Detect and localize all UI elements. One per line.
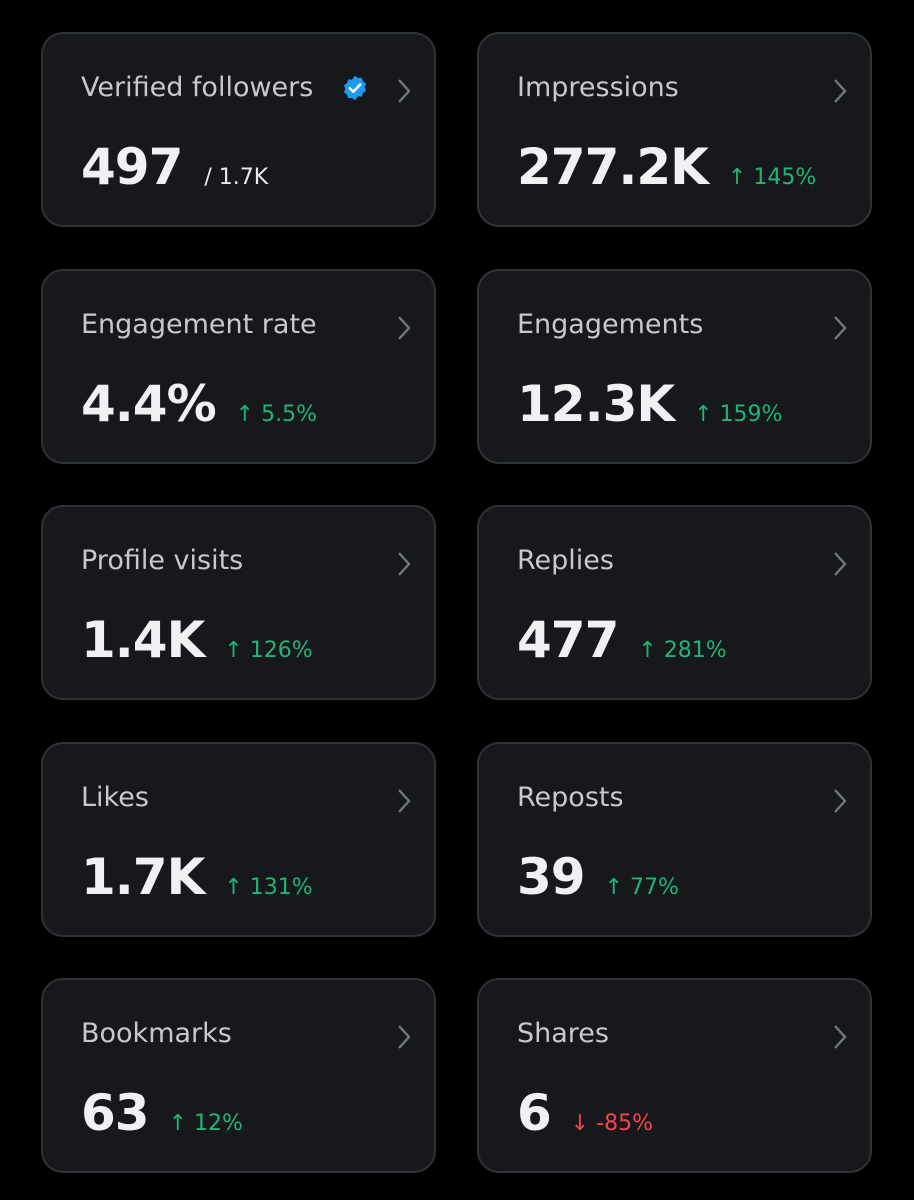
- metric-label: Profile visits: [81, 545, 244, 577]
- metric-total: / 1.7K: [204, 165, 269, 190]
- metric-row: 497 / 1.7K: [81, 138, 268, 196]
- metric-change: ↑ 145%: [727, 165, 817, 190]
- metric-value: 277.2K: [517, 138, 709, 196]
- metric-card[interactable]: Verified followers 497 / 1.7K: [41, 32, 436, 227]
- metric-value: 39: [517, 847, 586, 906]
- metric-label: Reposts: [517, 781, 624, 813]
- metric-change: ↓ -85%: [570, 1111, 654, 1137]
- metric-label: Likes: [81, 781, 149, 813]
- metric-card[interactable]: Likes 1.7K ↑ 131%: [41, 741, 436, 937]
- metric-card[interactable]: Bookmarks 63 ↑ 12%: [41, 978, 436, 1174]
- metric-change: ↑ 5.5%: [235, 401, 317, 427]
- metric-row: 12.3K ↑ 159%: [517, 375, 782, 433]
- verified-badge: [344, 75, 366, 101]
- metric-change: ↑ 126%: [224, 638, 313, 664]
- metric-label: Shares: [517, 1018, 609, 1050]
- metric-value: 497: [81, 138, 183, 196]
- metric-card[interactable]: Impressions 277.2K ↑ 145%: [477, 32, 872, 227]
- metric-change: ↑ 159%: [694, 401, 783, 427]
- metric-row: 1.4K ↑ 126%: [81, 611, 313, 669]
- metric-row: 63 ↑ 12%: [81, 1084, 243, 1142]
- metric-value: 63: [81, 1084, 150, 1143]
- metric-value: 6: [517, 1084, 552, 1143]
- metric-row: 4.4% ↑ 5.5%: [81, 375, 317, 433]
- metric-card[interactable]: Profile visits 1.4K ↑ 126%: [41, 505, 436, 701]
- metric-change: ↑ 131%: [224, 874, 313, 900]
- chevron: [834, 79, 847, 103]
- chevron: [398, 552, 411, 576]
- metric-card[interactable]: Shares 6 ↓ -85%: [477, 978, 872, 1174]
- metric-value: 1.4K: [81, 611, 205, 670]
- metric-change: ↑ 12%: [168, 1111, 243, 1137]
- metric-card[interactable]: Engagement rate 4.4% ↑ 5.5%: [41, 268, 436, 464]
- metric-row: 39 ↑ 77%: [517, 848, 679, 906]
- metric-card[interactable]: Replies 477 ↑ 281%: [477, 505, 872, 701]
- metric-value: 4.4%: [81, 374, 217, 433]
- metric-change: ↑ 281%: [638, 638, 727, 664]
- metric-label: Bookmarks: [81, 1018, 232, 1050]
- metric-card[interactable]: Engagements 12.3K ↑ 159%: [477, 268, 872, 464]
- metric-row: 277.2K ↑ 145%: [517, 138, 816, 196]
- metric-row: 6 ↓ -85%: [517, 1084, 653, 1142]
- metric-label: Engagement rate: [81, 308, 317, 340]
- metric-label: Replies: [517, 545, 614, 577]
- metric-value: 477: [517, 611, 619, 670]
- chevron: [398, 315, 411, 340]
- metric-label: Engagements: [517, 308, 704, 340]
- metric-card[interactable]: Reposts 39 ↑ 77%: [477, 741, 872, 937]
- chevron: [834, 315, 847, 340]
- metric-label: Impressions: [517, 72, 679, 103]
- metric-row: 477 ↑ 281%: [517, 611, 727, 669]
- metric-value: 1.7K: [81, 847, 205, 906]
- chevron: [398, 1025, 411, 1050]
- chevron: [398, 79, 411, 103]
- chevron: [834, 552, 847, 576]
- chevron: [834, 788, 847, 813]
- metric-change: ↑ 77%: [604, 874, 679, 900]
- metric-row: 1.7K ↑ 131%: [81, 848, 313, 906]
- metric-label: Verified followers: [81, 72, 314, 103]
- metric-value: 12.3K: [517, 374, 675, 433]
- chevron: [834, 1025, 847, 1050]
- chevron: [398, 788, 411, 813]
